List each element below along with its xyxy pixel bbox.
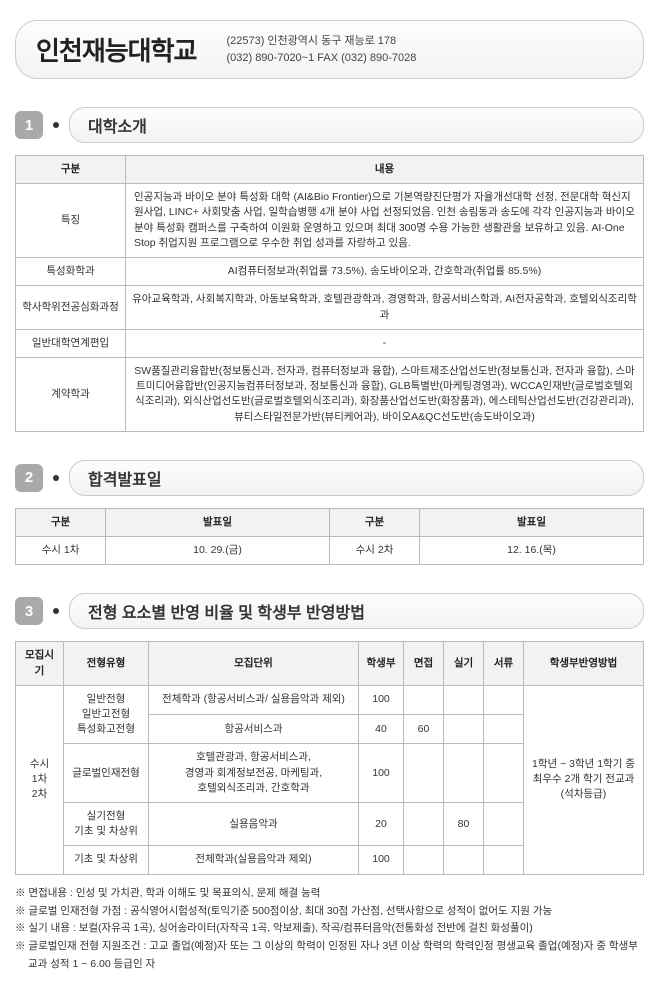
cell-v: 유아교육학과, 사회복지학과, 아동보육학과, 호텔관광학과, 경영학과, 항공… — [126, 286, 644, 329]
cell — [484, 685, 524, 714]
cell — [444, 685, 484, 714]
col-gubun: 구분 — [16, 156, 126, 184]
cell-k: 학사학위전공심화과정 — [16, 286, 126, 329]
cell — [404, 803, 444, 846]
cell-v: AI컴퓨터정보과(취업률 73.5%), 송도바이오과, 간호학과(취업률 85… — [126, 258, 644, 286]
table-row: 일반대학연계편입 - — [16, 329, 644, 357]
cell-k: 일반대학연계편입 — [16, 329, 126, 357]
table-intro: 구분 내용 특징 인공지능과 바이오 분야 특성화 대학 (AI&Bio Fro… — [15, 155, 644, 432]
cell: 40 — [359, 715, 404, 744]
cell-type: 기초 및 차상위 — [64, 846, 149, 874]
school-header: 인천재능대학교 (22573) 인천광역시 동구 재능로 178 (032) 8… — [15, 20, 644, 79]
col-method: 학생부반영방법 — [524, 642, 644, 685]
table-row: 학사학위전공심화과정 유아교육학과, 사회복지학과, 아동보육학과, 호텔관광학… — [16, 286, 644, 329]
section-2-title-wrap: 합격발표일 — [69, 460, 644, 496]
cell-unit: 실용음악과 — [149, 803, 359, 846]
cell-period: 수시 1차 2차 — [16, 685, 64, 874]
dot-icon — [53, 122, 59, 128]
cell-unit: 호텔관광과, 항공서비스과, 경영과 회계정보전공, 마케팅과, 호텔외식조리과… — [149, 744, 359, 803]
section-2-num: 2 — [15, 464, 43, 492]
table-announce: 구분 발표일 구분 발표일 수시 1차 10. 29.(금) 수시 2차 12.… — [15, 508, 644, 565]
cell: 수시 1차 — [16, 537, 106, 565]
section-3-num: 3 — [15, 597, 43, 625]
col-date: 발표일 — [106, 508, 330, 536]
cell-k: 계약학과 — [16, 357, 126, 431]
section-3: 3 전형 요소별 반영 비율 및 학생부 반영방법 모집시기 전형유형 모집단위… — [15, 593, 644, 974]
cell: 10. 29.(금) — [106, 537, 330, 565]
cell — [484, 744, 524, 803]
table-row: 계약학과 SW품질관리융합반(정보통신과, 전자과, 컴퓨터정보과 융합), 스… — [16, 357, 644, 431]
col-date2: 발표일 — [420, 508, 644, 536]
col-doc: 서류 — [484, 642, 524, 685]
cell — [444, 744, 484, 803]
cell — [484, 803, 524, 846]
note-line: 면접내용 : 인성 및 가치관, 학과 이해도 및 목표의식, 문제 해결 능력 — [15, 885, 644, 903]
cell — [404, 744, 444, 803]
section-1-head: 1 대학소개 — [15, 107, 644, 143]
cell-type: 실기전형 기초 및 차상위 — [64, 803, 149, 846]
school-address: (22573) 인천광역시 동구 재능로 178 (032) 890-7020~… — [226, 33, 416, 66]
school-name: 인천재능대학교 — [36, 31, 196, 68]
notes: 면접내용 : 인성 및 가치관, 학과 이해도 및 목표의식, 문제 해결 능력… — [15, 885, 644, 974]
cell: 100 — [359, 685, 404, 714]
cell: 80 — [444, 803, 484, 846]
cell — [484, 715, 524, 744]
cell-type: 글로벌인재전형 — [64, 744, 149, 803]
note-indent: 교과 성적 1 ~ 6.00 등급인 자 — [15, 956, 644, 974]
col-practical: 실기 — [444, 642, 484, 685]
cell-k: 특징 — [16, 184, 126, 258]
col-interview: 면접 — [404, 642, 444, 685]
section-1: 1 대학소개 구분 내용 특징 인공지능과 바이오 분야 특성화 대학 (AI&… — [15, 107, 644, 432]
table-row: 수시 1차 10. 29.(금) 수시 2차 12. 16.(목) — [16, 537, 644, 565]
note-line: 글로벌인재 전형 지원조건 : 고교 졸업(예정)자 또는 그 이상의 학력이 … — [15, 938, 644, 956]
section-1-title-wrap: 대학소개 — [69, 107, 644, 143]
cell-method: 1학년 ~ 3학년 1학기 중 최우수 2개 학기 전교과 (석차등급) — [524, 685, 644, 874]
section-3-title: 전형 요소별 반영 비율 및 학생부 반영방법 — [88, 605, 365, 622]
col-gubun2: 구분 — [330, 508, 420, 536]
section-2-head: 2 합격발표일 — [15, 460, 644, 496]
cell — [484, 846, 524, 874]
section-3-head: 3 전형 요소별 반영 비율 및 학생부 반영방법 — [15, 593, 644, 629]
cell: 60 — [404, 715, 444, 744]
cell — [444, 846, 484, 874]
cell — [404, 685, 444, 714]
section-2-title: 합격발표일 — [88, 472, 162, 489]
cell-k: 특성화학과 — [16, 258, 126, 286]
cell — [444, 715, 484, 744]
addr-line2: (032) 890-7020~1 FAX (032) 890-7028 — [226, 50, 416, 67]
table-row: 특성화학과 AI컴퓨터정보과(취업률 73.5%), 송도바이오과, 간호학과(… — [16, 258, 644, 286]
col-gubun: 구분 — [16, 508, 106, 536]
col-period: 모집시기 — [16, 642, 64, 685]
cell: 12. 16.(목) — [420, 537, 644, 565]
cell-v: 인공지능과 바이오 분야 특성화 대학 (AI&Bio Frontier)으로 … — [126, 184, 644, 258]
table-ratio: 모집시기 전형유형 모집단위 학생부 면접 실기 서류 학생부반영방법 수시 1… — [15, 641, 644, 874]
dot-icon — [53, 475, 59, 481]
cell: 수시 2차 — [330, 537, 420, 565]
cell: 100 — [359, 744, 404, 803]
cell-unit: 항공서비스과 — [149, 715, 359, 744]
col-content: 내용 — [126, 156, 644, 184]
dot-icon — [53, 608, 59, 614]
addr-line1: (22573) 인천광역시 동구 재능로 178 — [226, 33, 416, 50]
section-3-title-wrap: 전형 요소별 반영 비율 및 학생부 반영방법 — [69, 593, 644, 629]
cell-unit: 전체학과 (항공서비스과/ 실용음악과 제외) — [149, 685, 359, 714]
note-line: 실기 내용 : 보컬(자유곡 1곡), 싱어송라이터(자작곡 1곡, 악보제출)… — [15, 920, 644, 938]
col-unit: 모집단위 — [149, 642, 359, 685]
col-record: 학생부 — [359, 642, 404, 685]
cell-type: 일반전형 일반고전형 특성화고전형 — [64, 685, 149, 744]
section-2: 2 합격발표일 구분 발표일 구분 발표일 수시 1차 10. 29.(금) 수… — [15, 460, 644, 565]
cell — [404, 846, 444, 874]
cell-unit: 전체학과(실용음악과 제외) — [149, 846, 359, 874]
cell: 100 — [359, 846, 404, 874]
table-row: 특징 인공지능과 바이오 분야 특성화 대학 (AI&Bio Frontier)… — [16, 184, 644, 258]
cell-v: - — [126, 329, 644, 357]
note-line: 글로벌 인재전형 가점 : 공식영어시험성적(토익기준 500점이상, 최대 3… — [15, 903, 644, 921]
table-row: 수시 1차 2차 일반전형 일반고전형 특성화고전형 전체학과 (항공서비스과/… — [16, 685, 644, 714]
section-1-num: 1 — [15, 111, 43, 139]
section-1-title: 대학소개 — [88, 119, 147, 136]
col-type: 전형유형 — [64, 642, 149, 685]
cell: 20 — [359, 803, 404, 846]
cell-v: SW품질관리융합반(정보통신과, 전자과, 컴퓨터정보과 융합), 스마트제조산… — [126, 357, 644, 431]
